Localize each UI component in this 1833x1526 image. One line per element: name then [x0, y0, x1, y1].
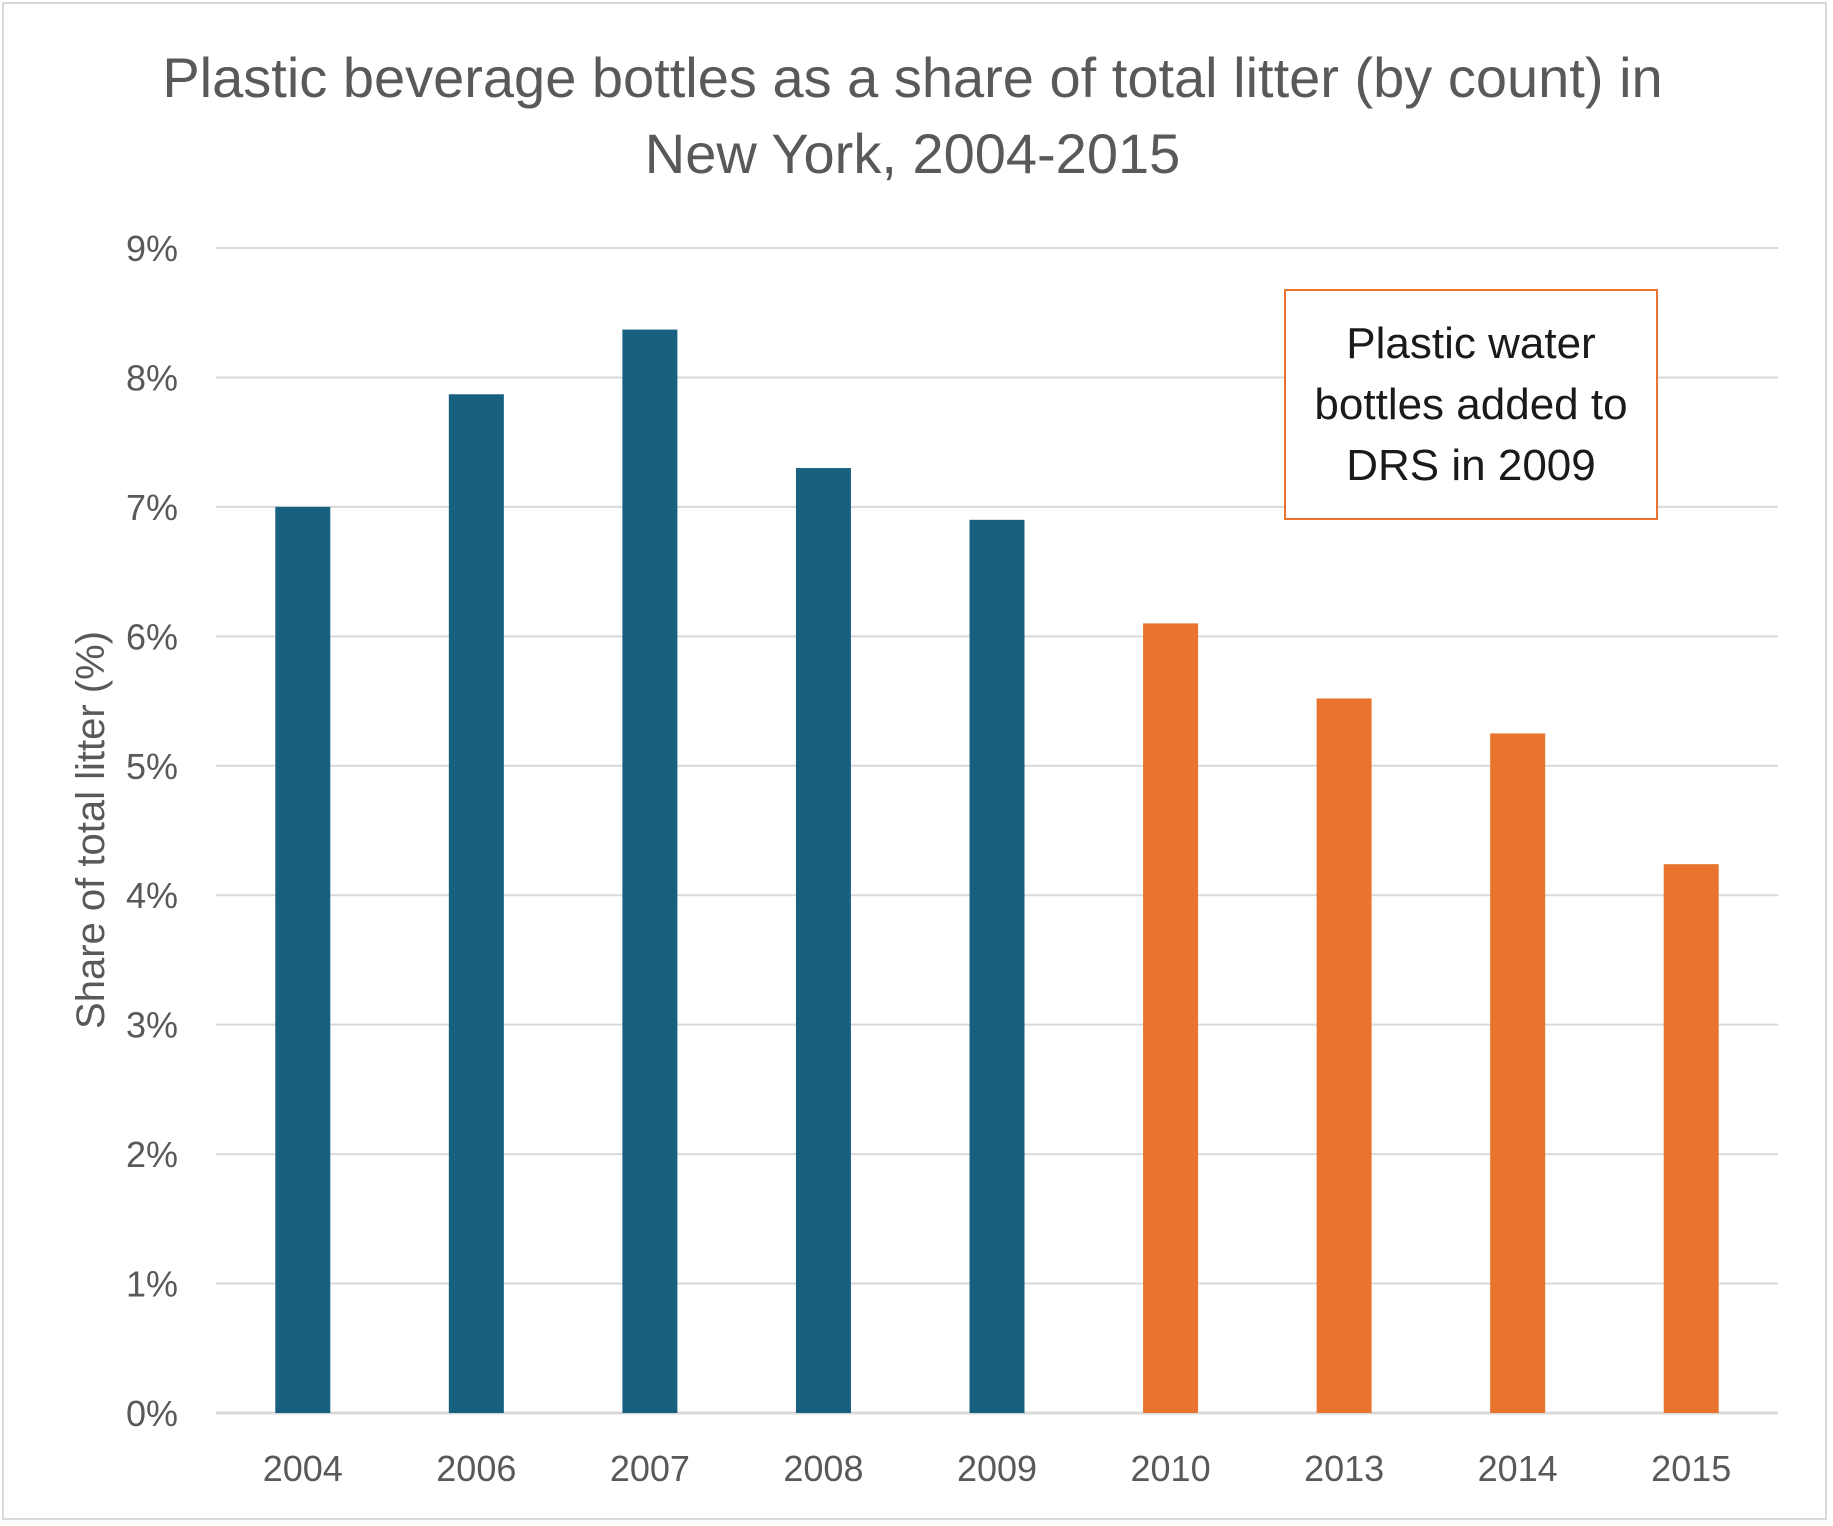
bar-2007 [622, 329, 678, 1413]
x-tick-label-2015: 2015 [1651, 1448, 1731, 1489]
y-tick-labels: 0% 1% 2% 3% 4% 5% 6% 7% 8% 9% [126, 228, 178, 1434]
y-tick-label: 4% [126, 875, 178, 916]
x-tick-labels: 2004 2006 2007 2008 2009 2010 2013 2014 2015 [263, 1448, 1732, 1489]
y-tick-label: 6% [126, 616, 178, 657]
bars [275, 329, 1719, 1413]
y-tick-label: 7% [126, 487, 178, 528]
y-tick-label: 5% [126, 746, 178, 787]
bar-2014 [1490, 733, 1546, 1413]
x-tick-label-2008: 2008 [783, 1448, 863, 1489]
y-tick-label: 2% [126, 1134, 178, 1175]
bar-2010 [1143, 623, 1199, 1413]
x-tick-label-2006: 2006 [436, 1448, 516, 1489]
y-tick-label: 0% [126, 1393, 178, 1434]
bar-2009 [969, 519, 1025, 1413]
y-tick-label: 9% [126, 228, 178, 269]
bar-2013 [1316, 698, 1372, 1413]
y-tick-label: 1% [126, 1264, 178, 1305]
x-tick-label-2014: 2014 [1478, 1448, 1558, 1489]
bar-2004 [275, 506, 331, 1413]
x-tick-label-2004: 2004 [263, 1448, 343, 1489]
x-tick-label-2009: 2009 [957, 1448, 1037, 1489]
x-tick-label-2013: 2013 [1304, 1448, 1384, 1489]
chart-title-line-2: New York, 2004-2015 [644, 122, 1181, 185]
bar-2015 [1663, 864, 1719, 1413]
y-tick-label: 3% [126, 1005, 178, 1046]
y-tick-label: 8% [126, 357, 178, 398]
x-tick-label-2007: 2007 [610, 1448, 690, 1489]
annotation-box: Plastic water bottles added to DRS in 20… [1284, 289, 1658, 520]
bar-2006 [448, 394, 504, 1413]
annotation-text: Plastic water bottles added to DRS in 20… [1314, 319, 1628, 490]
chart-title: Plastic beverage bottles as a share of t… [0, 40, 1825, 192]
y-axis-label: Share of total litter (%) [69, 631, 113, 1029]
x-tick-label-2010: 2010 [1131, 1448, 1211, 1489]
bar-2008 [795, 468, 851, 1413]
chart-title-line-1: Plastic beverage bottles as a share of t… [162, 46, 1663, 109]
